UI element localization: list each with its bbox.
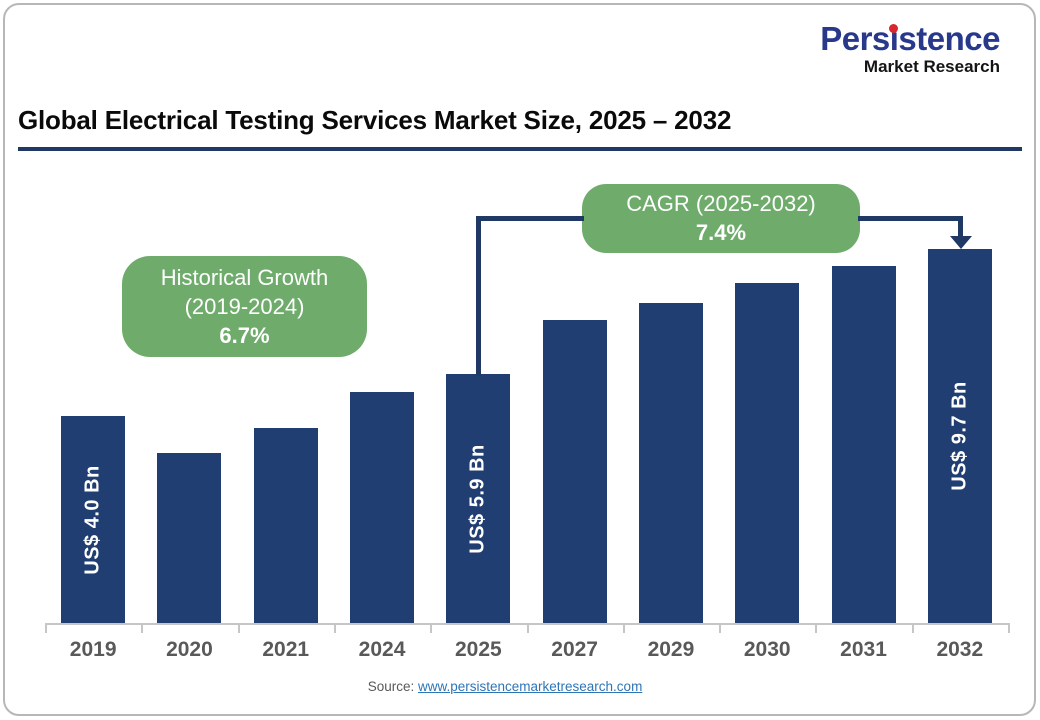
bar-2032: US$ 9.7 Bn (927, 249, 992, 623)
bar-2020 (157, 453, 222, 623)
x-axis-label-2024: 2024 (358, 638, 406, 661)
axis-tick (141, 623, 144, 633)
axis-tick (815, 623, 818, 633)
source-link[interactable]: www.persistencemarketresearch.com (417, 679, 643, 694)
title-underline (18, 147, 1022, 151)
axis-tick (237, 623, 240, 633)
cagr-line1: CAGR (2025-2032) (626, 190, 816, 216)
cagr-value: 7.4% (695, 219, 747, 245)
connector-right-horizontal (858, 216, 963, 221)
page-title: Global Electrical Testing Services Marke… (18, 105, 732, 135)
bar-column-2021 (238, 160, 334, 623)
axis-tick (719, 623, 722, 633)
axis-tick (622, 623, 625, 633)
bar-2030 (735, 283, 800, 623)
cagr-callout: CAGR (2025-2032) 7.4% (582, 184, 860, 253)
connector-left-horizontal (476, 216, 584, 221)
axis-tick (45, 623, 47, 633)
historical-growth-callout: Historical Growth (2019-2024) 6.7% (122, 256, 367, 357)
source-line: Source: www.persistencemarketresearch.co… (368, 679, 643, 694)
bar-2025: US$ 5.9 Bn (446, 374, 511, 623)
x-axis-labels: 2019 2020 2021 2024 2025 2027 2029 2030 2031 2032 (45, 638, 1008, 662)
historical-growth-line1: Historical Growth (160, 264, 329, 290)
bar-column-2029 (623, 160, 719, 623)
bar-column-2020 (141, 160, 237, 623)
bar-2031 (831, 266, 896, 623)
logo-red-dot-icon (889, 24, 899, 33)
x-axis-label-2019: 2019 (69, 638, 117, 661)
connector-right-vertical (958, 216, 963, 238)
logo-wordmark: Persistence (820, 22, 1000, 55)
axis-tick (911, 623, 914, 633)
x-axis-label-2032: 2032 (936, 638, 984, 661)
logo-wordmark-text: Persistence (820, 20, 1000, 57)
historical-growth-value: 6.7% (219, 323, 270, 349)
bar-column-2025: US$ 5.9 Bn (430, 160, 526, 623)
brand-logo: Persistence Market Research (820, 22, 1000, 75)
x-axis-label-2021: 2021 (262, 638, 310, 661)
arrow-down-icon (950, 236, 972, 249)
bar-value-label-2025: US$ 5.9 Bn (466, 443, 489, 554)
bar-chart: US$ 4.0 Bn US$ 5.9 Bn US$ 9.7 Bn (45, 160, 1008, 623)
logo-tagline: Market Research (863, 57, 1000, 76)
source-label: Source: (367, 679, 415, 694)
bar-column-2027 (526, 160, 622, 623)
bar-column-2031 (815, 160, 911, 623)
axis-tick (430, 623, 433, 633)
historical-growth-line2: (2019-2024) (184, 293, 305, 319)
bar-value-label-2019: US$ 4.0 Bn (81, 464, 104, 575)
x-axis-label-2030: 2030 (743, 638, 791, 661)
x-axis-label-2029: 2029 (647, 638, 695, 661)
bar-2027 (542, 320, 607, 623)
bar-2029 (638, 303, 703, 623)
x-axis-label-2020: 2020 (166, 638, 213, 661)
bar-column-2024 (334, 160, 430, 623)
axis-tick (1008, 623, 1010, 633)
x-axis-label-2031: 2031 (840, 638, 887, 661)
connector-left-vertical (476, 216, 481, 376)
bar-column-2030 (719, 160, 815, 623)
bar-2019: US$ 4.0 Bn (61, 416, 126, 623)
bar-value-label-2032: US$ 9.7 Bn (948, 381, 971, 491)
axis-tick (333, 623, 336, 633)
bar-2024 (350, 392, 415, 623)
bar-column-2032: US$ 9.7 Bn (912, 160, 1008, 623)
x-axis-label-2025: 2025 (454, 638, 502, 661)
bar-column-2019: US$ 4.0 Bn (45, 160, 141, 623)
bar-2021 (253, 428, 318, 623)
axis-tick (526, 623, 529, 633)
x-axis-label-2027: 2027 (551, 638, 598, 661)
